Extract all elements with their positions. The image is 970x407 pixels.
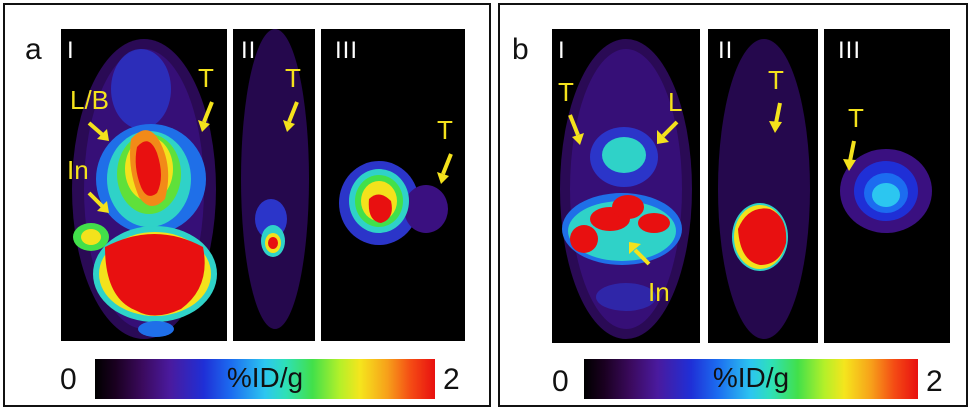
annotation-label: In: [648, 277, 670, 307]
pet-scan-image: [241, 29, 309, 329]
arrow-icon: [87, 191, 109, 213]
pet-scan-coronal: I: [552, 29, 700, 343]
arrow-icon: [769, 102, 782, 133]
arrow-icon: [198, 101, 214, 132]
arrow-icon: [629, 242, 651, 266]
arrow-icon: [843, 140, 856, 171]
colorbar-min-label: 0: [552, 365, 569, 398]
arrow-icon: [283, 101, 299, 132]
pet-scan-image: [72, 39, 217, 339]
colorbar: %ID/g: [95, 359, 435, 399]
arrow-icon: [87, 121, 109, 141]
annotation-label: L: [668, 87, 683, 117]
pet-scan-image: [840, 149, 932, 233]
annotation-label: L/B: [70, 85, 110, 115]
annotation-label: T: [437, 115, 453, 145]
colorbar-gradient: [95, 359, 435, 399]
scan-numeral: II: [241, 37, 257, 64]
colorbar-unit: %ID/g: [712, 362, 790, 393]
pet-scan-image: [560, 39, 692, 339]
annotation-label: T: [558, 77, 574, 107]
panel-a: a I L/B In T: [3, 3, 491, 407]
pet-scan-image: [339, 161, 448, 245]
annotation-label: T: [198, 63, 214, 93]
annotation-label: T: [285, 63, 301, 93]
colorbar-unit: %ID/g: [226, 362, 304, 393]
annotation-label: T: [768, 65, 784, 95]
scan-numeral: I: [67, 37, 75, 64]
pet-scan-coronal: I: [61, 29, 227, 341]
colorbar-gradient: [584, 359, 918, 399]
panel-label: a: [25, 33, 42, 66]
pet-scan-axial: III: [824, 29, 950, 343]
panel-b: b I T L In II T: [498, 3, 968, 407]
annotation-label: In: [67, 155, 89, 185]
pet-scan-coronal: II: [708, 29, 818, 343]
scan-numeral: I: [558, 37, 566, 64]
colorbar-min-label: 0: [60, 363, 77, 396]
arrow-icon: [568, 114, 584, 145]
pet-scan-coronal: II: [233, 29, 315, 341]
panel-label: b: [512, 33, 529, 66]
scan-numeral: III: [838, 37, 862, 64]
colorbar-max-label: 2: [443, 363, 460, 396]
pet-scan-axial: III: [321, 29, 465, 341]
arrow-icon: [657, 120, 679, 144]
scan-numeral: II: [718, 37, 734, 64]
colorbar: %ID/g: [584, 359, 918, 399]
annotation-label: T: [848, 103, 864, 133]
scan-numeral: III: [335, 37, 359, 64]
pet-scan-image: [718, 39, 810, 339]
colorbar-max-label: 2: [926, 365, 943, 398]
arrow-icon: [437, 153, 453, 184]
